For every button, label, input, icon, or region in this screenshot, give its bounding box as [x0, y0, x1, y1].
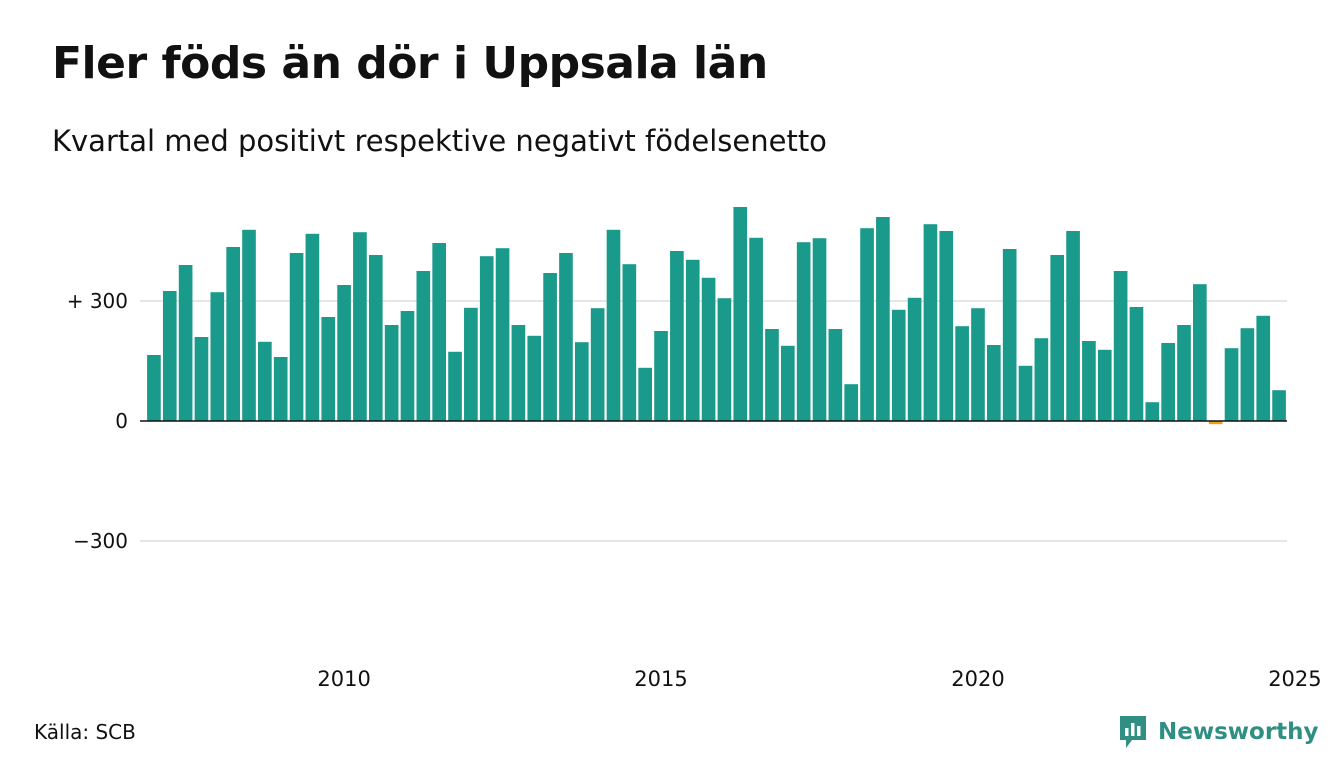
- bar-2021-q1: [1034, 338, 1049, 421]
- bar-2012-q1: [464, 307, 478, 421]
- bar-2020-q3: [1002, 249, 1017, 421]
- bar-2014-q3: [622, 264, 637, 421]
- bar-2014-q1: [590, 308, 605, 421]
- bar-2007-q1: [147, 355, 161, 421]
- y-tick-label: −300: [73, 529, 128, 553]
- newsworthy-logo-text: Newsworthy: [1158, 719, 1319, 745]
- bar-2015-q2: [670, 251, 684, 421]
- bar-2018-q3: [876, 217, 890, 421]
- bar-2012-q4: [511, 325, 526, 421]
- bar-2019-q1: [907, 297, 922, 421]
- bar-2012-q2: [479, 256, 494, 421]
- x-tick-label: 2015: [634, 667, 687, 691]
- x-tick-label: 2025: [1268, 667, 1321, 691]
- bar-2010-q4: [384, 325, 399, 421]
- bar-2013-q1: [527, 335, 542, 421]
- bar-2016-q2: [733, 207, 748, 421]
- axis-layer: + 300 0 −300 2010 2015 2020 2025: [67, 289, 1322, 691]
- bar-2007-q4: [194, 337, 209, 421]
- bar-2018-q1: [844, 384, 859, 421]
- bar-2023-q1: [1161, 343, 1175, 421]
- bar-2020-q2: [987, 345, 1001, 421]
- bar-2008-q3: [242, 229, 256, 421]
- bar-2014-q2: [606, 229, 621, 421]
- bar-2017-q1: [780, 345, 795, 421]
- bar-2021-q4: [1082, 341, 1096, 421]
- bar-2022-q4: [1145, 402, 1160, 421]
- bar-2022-q3: [1129, 307, 1144, 421]
- bar-2017-q2: [796, 242, 811, 421]
- bar-2023-q2: [1177, 325, 1191, 421]
- bar-2017-q4: [828, 329, 843, 421]
- bar-2011-q3: [432, 243, 446, 421]
- bar-2016-q1: [717, 298, 732, 421]
- bar-2022-q2: [1113, 271, 1128, 421]
- bar-2016-q4: [765, 329, 779, 421]
- bar-2009-q1: [273, 357, 288, 421]
- bar-2021-q2: [1050, 255, 1065, 421]
- bar-2024-q2: [1240, 328, 1255, 421]
- bar-2013-q2: [543, 273, 557, 421]
- chart-subtitle: Kvartal med positivt respektive negativt…: [52, 124, 827, 158]
- bar-2020-q4: [1018, 365, 1033, 421]
- bar-2013-q3: [559, 253, 573, 421]
- bar-2007-q3: [178, 265, 193, 421]
- bar-2008-q2: [226, 247, 240, 421]
- bar-2020-q1: [971, 308, 985, 421]
- bar-2019-q3: [939, 231, 954, 421]
- bar-2011-q2: [416, 271, 431, 421]
- bar-2008-q4: [258, 341, 272, 421]
- bar-2023-q4: [1208, 421, 1223, 425]
- bar-2021-q3: [1066, 231, 1080, 421]
- bar-2023-q3: [1193, 284, 1207, 421]
- bar-2012-q3: [495, 248, 510, 421]
- bar-2018-q2: [860, 228, 874, 421]
- bar-2015-q1: [654, 331, 668, 421]
- bar-2022-q1: [1097, 349, 1112, 421]
- y-tick-label: + 300: [67, 289, 128, 313]
- bar-2010-q2: [353, 232, 367, 421]
- bar-2019-q2: [923, 224, 938, 421]
- bar-2010-q3: [368, 255, 383, 421]
- bar-2008-q1: [210, 292, 225, 421]
- newsworthy-logo: Newsworthy: [1118, 714, 1319, 750]
- x-tick-label: 2010: [317, 667, 370, 691]
- bar-2007-q2: [162, 291, 177, 421]
- bar-2010-q1: [337, 285, 351, 421]
- bar-2009-q3: [305, 233, 320, 421]
- bar-2024-q3: [1256, 315, 1271, 421]
- bar-2009-q4: [321, 317, 336, 421]
- bar-2018-q4: [891, 309, 906, 421]
- bar-2013-q4: [574, 342, 589, 421]
- source-note: Källa: SCB: [34, 720, 136, 744]
- bar-2011-q1: [400, 311, 415, 421]
- bar-2014-q4: [638, 367, 653, 421]
- bar-2024-q4: [1272, 390, 1286, 421]
- y-tick-label: 0: [115, 409, 128, 433]
- bar-layer: [147, 207, 1286, 425]
- bar-chart: + 300 0 −300 2010 2015 2020 2025: [67, 207, 1322, 691]
- bar-2009-q2: [289, 253, 304, 421]
- bar-2024-q1: [1224, 348, 1239, 421]
- bar-2015-q4: [701, 277, 716, 421]
- chart-title: Fler föds än dör i Uppsala län: [52, 38, 768, 89]
- bar-2011-q4: [448, 351, 462, 421]
- x-tick-label: 2020: [951, 667, 1004, 691]
- bar-2016-q3: [749, 237, 763, 421]
- bar-2017-q3: [812, 238, 827, 421]
- newsworthy-logo-icon: [1120, 716, 1146, 748]
- bar-2019-q4: [955, 326, 969, 421]
- bar-2015-q3: [685, 259, 700, 421]
